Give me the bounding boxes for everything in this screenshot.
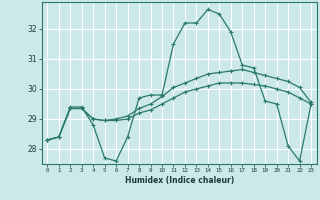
X-axis label: Humidex (Indice chaleur): Humidex (Indice chaleur) — [124, 176, 234, 185]
